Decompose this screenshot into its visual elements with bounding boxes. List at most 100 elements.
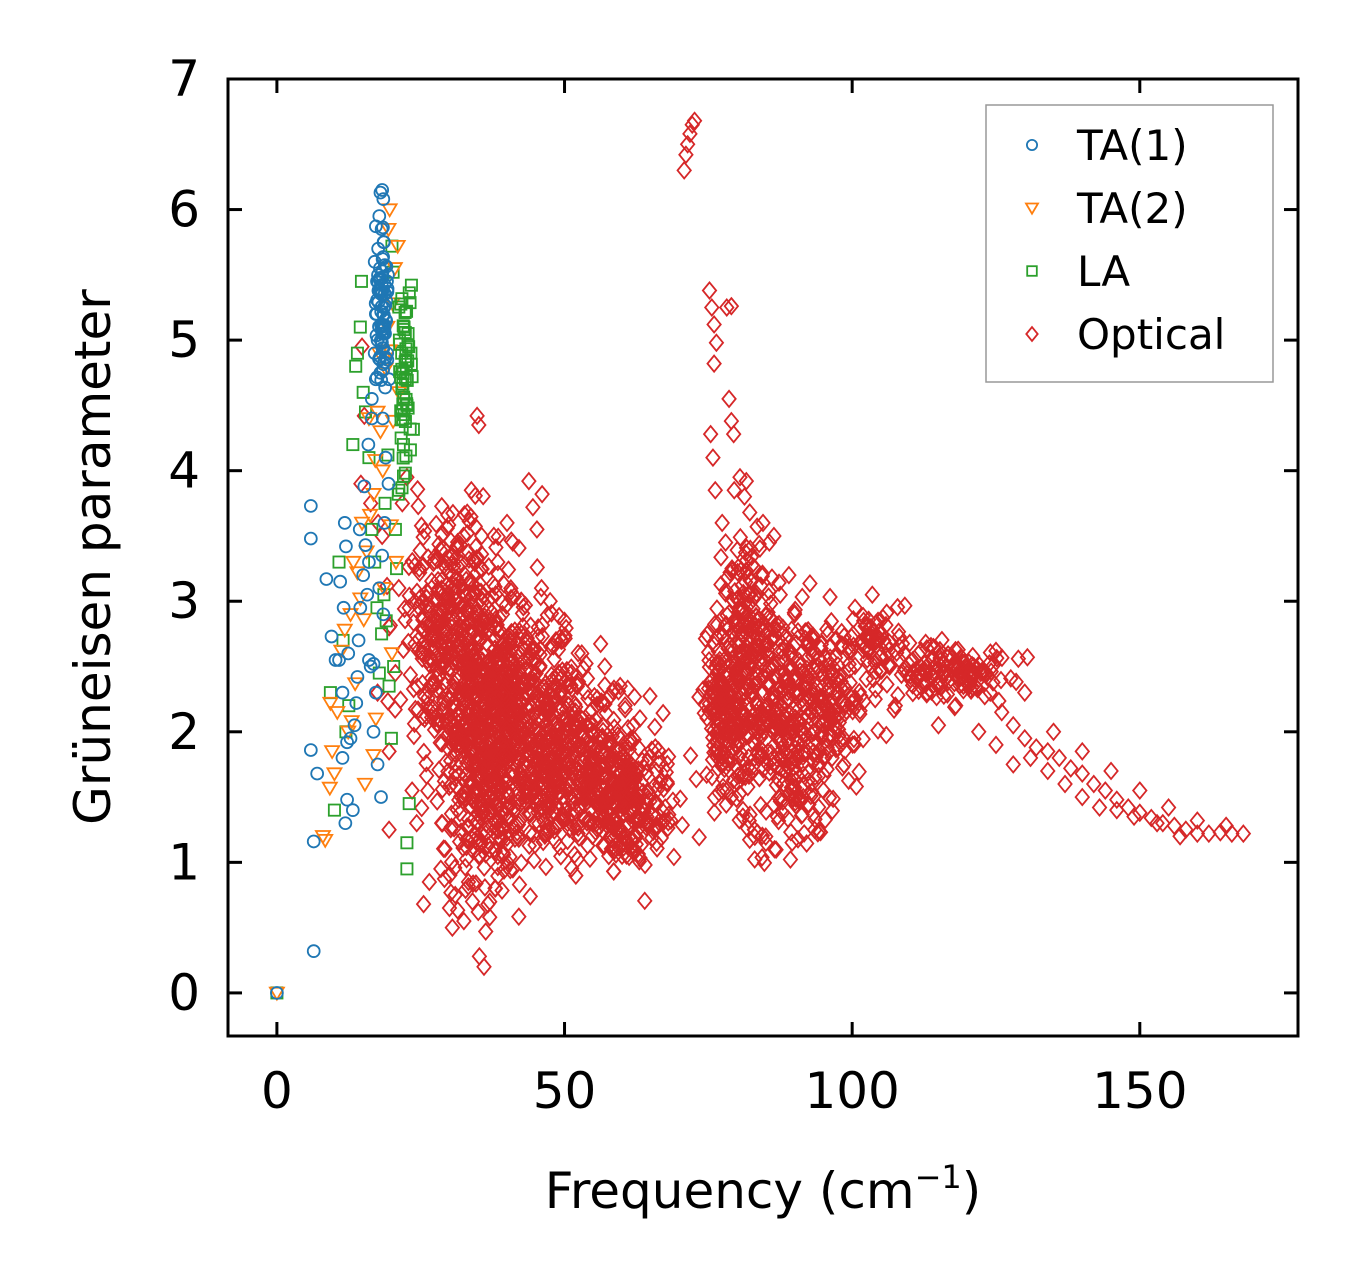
point-ta-1 [376,250,390,264]
point-optical [1097,781,1114,801]
point-optical [776,663,793,683]
point-optical [526,850,542,870]
legend-marker-ta-2 [1024,202,1040,216]
point-optical [822,636,838,656]
point-optical [445,652,461,672]
point-optical [483,771,500,791]
point-ta-2 [366,454,384,469]
point-optical [718,580,734,600]
point-optical [549,753,565,773]
point-optical [777,671,794,691]
point-optical [457,585,473,605]
point-optical [423,668,440,688]
point-optical [786,666,803,686]
point-optical [761,581,777,601]
point-la [393,337,407,351]
point-optical [447,763,464,783]
point-optical [988,641,1004,661]
point-ta-2 [355,613,373,628]
point-ta-1 [374,373,389,387]
point-optical [841,654,857,674]
plot-frame [226,77,1300,1038]
point-optical [729,589,745,609]
point-optical [610,681,627,701]
point-optical [830,719,847,739]
point-optical [773,712,790,731]
point-optical [596,793,613,813]
point-optical [891,627,908,647]
point-optical [824,801,841,821]
point-optical [739,630,756,650]
point-optical [449,532,466,552]
point-optical [1016,728,1033,748]
point-optical [543,603,560,623]
point-optical [462,752,478,772]
point-optical [435,701,451,721]
plot-marks [268,111,1252,1002]
point-optical [473,672,490,691]
point-optical [714,513,730,533]
point-la [397,469,411,483]
point-optical [875,630,892,650]
point-optical [1103,761,1119,781]
point-ta-2 [346,677,364,692]
point-optical [441,723,457,743]
point-optical [691,687,707,707]
point-optical [573,643,590,663]
point-optical [1091,798,1108,817]
point-la [394,431,408,445]
point-optical [441,688,458,708]
point-la [378,496,392,510]
point-ta-2 [375,582,393,597]
point-optical [606,718,623,738]
point-optical [489,738,505,758]
point-optical [781,565,797,585]
point-ta-1 [364,411,379,426]
point-optical [784,833,800,853]
point-optical [611,820,627,840]
point-optical [424,638,440,658]
point-optical [904,683,921,703]
y-tick-label: 0 [168,964,200,1022]
point-optical [475,486,492,506]
point-optical [728,789,745,809]
point-optical [563,675,579,695]
point-optical [793,806,810,826]
point-optical [401,598,418,618]
point-optical [499,513,515,533]
point-optical [730,670,747,690]
point-ta-1 [332,653,346,667]
point-optical [548,630,564,650]
point-optical [513,624,529,644]
point-optical [410,496,427,516]
point-optical [560,759,576,779]
point-la [403,296,417,310]
point-optical [1039,741,1056,761]
point-optical [709,715,725,735]
point-optical [423,675,439,695]
point-ta-1 [362,653,376,667]
point-optical [480,607,496,627]
point-optical [568,731,585,751]
point-optical [470,415,487,435]
point-optical [489,797,506,817]
point-optical [553,846,569,866]
legend: TA(1) TA(2) LA Optical [985,104,1274,383]
point-optical [704,750,721,770]
point-optical [430,710,447,730]
point-optical [724,719,740,739]
point-optical [755,707,772,727]
point-optical [486,839,503,859]
point-optical [726,480,743,500]
point-optical [502,847,518,867]
point-optical [538,780,555,800]
point-optical [441,659,457,679]
point-optical [623,778,640,798]
point-optical [770,757,787,777]
point-optical [788,702,805,722]
point-optical [568,709,584,729]
point-optical [835,676,852,696]
point-ta-1 [340,792,354,807]
point-optical [572,715,589,735]
point-optical [775,711,792,731]
